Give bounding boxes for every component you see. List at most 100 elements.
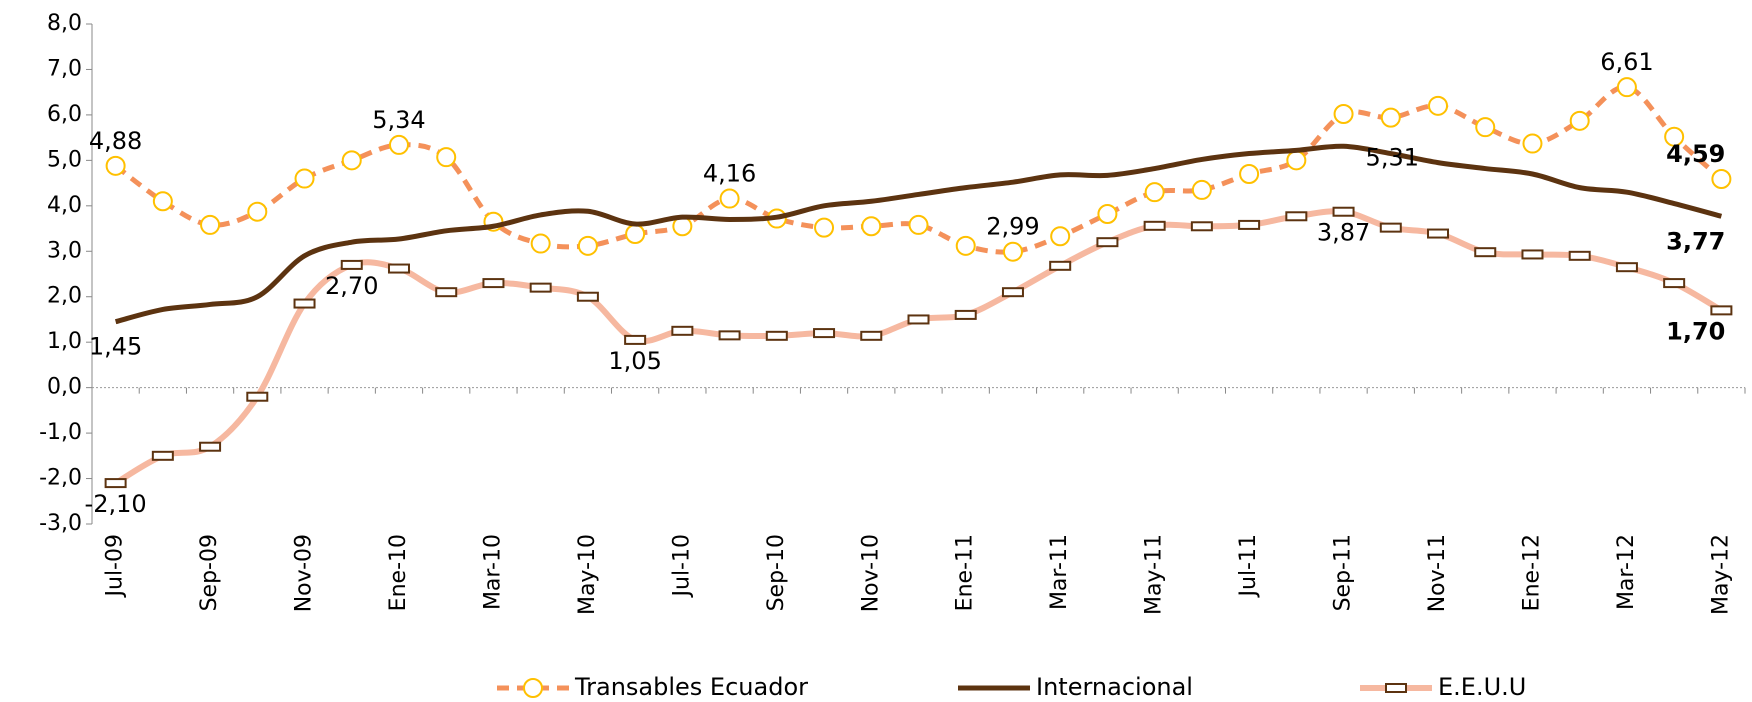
marker (1191, 179, 1212, 200)
series-line (114, 143, 1723, 325)
x-tick-label: Jul-09 (103, 534, 128, 598)
marker (765, 330, 788, 341)
y-tick-label: 3,0 (47, 238, 82, 263)
marker (529, 282, 552, 293)
marker (247, 201, 268, 222)
marker (1710, 305, 1733, 316)
data-label: 4,59 (1666, 140, 1725, 168)
marker (1333, 104, 1354, 124)
marker (199, 441, 222, 452)
marker (718, 330, 741, 341)
marker (341, 150, 362, 171)
marker (482, 278, 505, 289)
marker (435, 287, 458, 298)
marker (624, 334, 647, 345)
x-tick-label: Nov-09 (292, 534, 317, 612)
marker (1001, 287, 1024, 298)
marker (671, 325, 694, 336)
marker (1663, 278, 1686, 289)
x-tick-label: Jul-10 (669, 534, 694, 598)
x-tick-label: Mar-12 (1614, 534, 1639, 610)
marker (530, 233, 551, 254)
y-tick-label: 0,0 (47, 375, 82, 400)
data-label: 3,87 (1317, 219, 1370, 247)
marker (1427, 228, 1450, 239)
legend-label: E.E.U.U (1438, 673, 1526, 701)
marker (577, 235, 598, 256)
marker (1475, 117, 1496, 138)
marker (954, 309, 977, 320)
marker (814, 217, 835, 238)
marker (1332, 206, 1355, 217)
y-tick-label: 5,0 (47, 147, 82, 172)
marker (813, 328, 836, 339)
data-label: -2,10 (85, 490, 147, 518)
marker (1428, 95, 1449, 116)
marker (1238, 219, 1261, 230)
y-tick-label: 2,0 (47, 284, 82, 309)
y-tick-label: -3,0 (39, 511, 82, 536)
marker (105, 155, 126, 176)
marker (1568, 250, 1591, 261)
marker (860, 330, 883, 341)
x-tick-label: Ene-10 (386, 534, 411, 611)
y-tick-label: -2,0 (39, 466, 82, 491)
data-label: 1,70 (1666, 317, 1725, 345)
marker (955, 235, 976, 256)
marker (1002, 241, 1023, 262)
data-label: 2,70 (325, 272, 378, 300)
x-tick-label: Mar-11 (1047, 534, 1072, 610)
y-tick-label: 6,0 (47, 102, 82, 127)
x-tick-label: Sep-09 (197, 534, 222, 611)
marker (388, 134, 409, 155)
marker (1285, 211, 1308, 222)
x-tick-label: Nov-10 (858, 534, 883, 612)
x-tick-label: Ene-11 (953, 534, 978, 611)
data-label: 4,16 (703, 160, 756, 188)
x-tick-label: Sep-10 (764, 534, 789, 611)
marker (151, 450, 174, 461)
marker (1711, 169, 1732, 189)
marker (625, 224, 646, 244)
marker (152, 191, 173, 212)
data-label: 6,61 (1600, 48, 1653, 76)
data-label: 1,05 (608, 347, 661, 375)
x-tick-label: May-10 (575, 534, 600, 615)
x-tick-label: May-11 (1142, 534, 1167, 615)
marker (246, 391, 269, 402)
data-label: 2,99 (986, 213, 1039, 241)
legend-marker (523, 678, 543, 698)
marker (1616, 77, 1637, 98)
marker (293, 298, 316, 309)
marker (1615, 262, 1638, 273)
marker (1664, 126, 1685, 147)
marker (294, 168, 315, 189)
marker (340, 259, 363, 270)
marker (1521, 249, 1544, 260)
marker (1143, 220, 1166, 231)
x-tick-label: Nov-11 (1425, 534, 1450, 612)
marker (576, 291, 599, 302)
marker (1286, 150, 1307, 171)
marker (1049, 260, 1072, 271)
marker (1097, 204, 1118, 224)
x-tick-label: May-12 (1708, 534, 1733, 615)
marker (1144, 182, 1165, 203)
marker (908, 214, 929, 235)
x-tick-label: Ene-12 (1519, 534, 1544, 611)
y-tick-label: 8,0 (47, 11, 82, 36)
data-label: 5,31 (1366, 143, 1419, 171)
y-tick-label: -1,0 (39, 420, 82, 445)
data-label: 5,34 (372, 106, 425, 134)
y-tick-label: 1,0 (47, 329, 82, 354)
legend-label: Transables Ecuador (574, 673, 808, 701)
y-tick-label: 4,0 (47, 193, 82, 218)
data-label: 4,88 (89, 127, 142, 155)
marker (1569, 110, 1590, 131)
marker (104, 478, 127, 489)
legend-label: Internacional (1036, 673, 1193, 701)
marker (436, 147, 457, 168)
marker (200, 214, 221, 235)
marker (1379, 222, 1402, 233)
